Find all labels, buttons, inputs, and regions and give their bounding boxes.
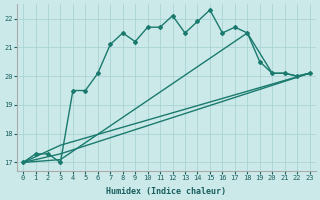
X-axis label: Humidex (Indice chaleur): Humidex (Indice chaleur) xyxy=(106,187,226,196)
